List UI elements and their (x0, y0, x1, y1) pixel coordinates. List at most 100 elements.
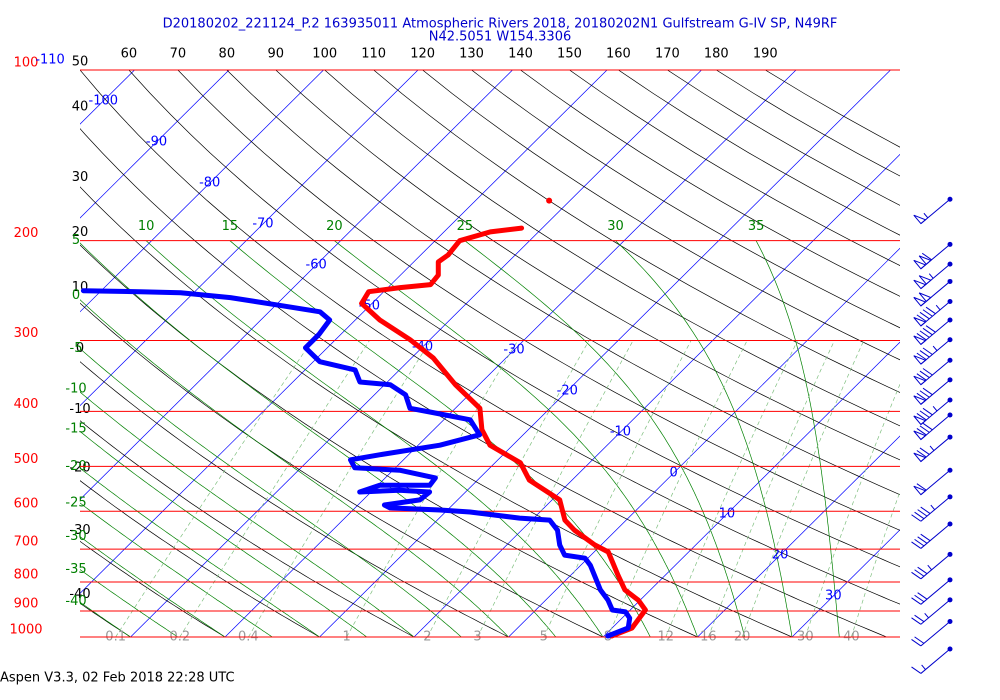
isotherm-label: -70 (252, 217, 273, 232)
barb-pennant (913, 395, 927, 406)
barb-full (922, 327, 933, 336)
wind-barb (911, 554, 951, 580)
barb-full (916, 483, 927, 491)
barb-station (947, 196, 953, 202)
barb-full (916, 314, 927, 322)
barb-station (947, 298, 953, 304)
moist-adiabat-label: -30 (65, 529, 86, 544)
isotherm-label: -30 (503, 343, 524, 358)
dry-adiabat (471, 70, 900, 329)
barb-full (925, 306, 936, 315)
barb-station (947, 521, 953, 527)
dry-adiabat-label: 90 (268, 47, 285, 62)
dry-adiabat-label: 170 (655, 47, 680, 62)
dry-adiabat (80, 302, 604, 637)
moist-adiabat (755, 240, 840, 637)
wind-barb (913, 399, 951, 426)
isotherm (224, 70, 797, 637)
moist-adiabat-label: 0 (72, 288, 80, 303)
mixing-ratio-line (115, 340, 313, 637)
barb-half (930, 504, 936, 511)
y-tick-label: 1000 (9, 623, 42, 638)
barb-pennant (913, 296, 927, 307)
moist-adiabat (80, 467, 320, 637)
dry-adiabat (226, 70, 900, 496)
moist-adiabat-label: 20 (326, 219, 343, 234)
barb-full (922, 309, 933, 317)
dry-adiabat-label: 130 (459, 47, 484, 62)
mixing-ratio-line (543, 340, 692, 637)
barb-full (922, 422, 933, 431)
dry-adiabat-label: 140 (508, 47, 533, 62)
barb-full (919, 390, 930, 398)
dry-adiabat (80, 602, 131, 637)
y-tick-label: 200 (14, 226, 39, 241)
profile-line (80, 288, 633, 639)
barb-staff (920, 496, 951, 522)
isotherm-label: -20 (557, 384, 578, 399)
moist-adiabat-label: 30 (607, 219, 624, 234)
barb-pennant (913, 335, 927, 346)
barb-half (929, 445, 935, 451)
wind-barb (911, 621, 951, 647)
dry-adiabat (80, 540, 226, 637)
isotherm-label: 10 (719, 507, 736, 522)
barb-full (919, 447, 930, 455)
dry-adiabat-label: -20 (69, 460, 90, 475)
dry-adiabat-label: 30 (72, 170, 89, 185)
barb-station (947, 551, 953, 557)
barb-staff (920, 648, 951, 674)
dry-adiabat-label: 70 (170, 47, 187, 62)
barb-full (914, 569, 925, 577)
barb-station (947, 357, 953, 363)
barb-pennant (913, 375, 927, 386)
barb-pennant (913, 485, 927, 496)
barb-station (947, 467, 953, 473)
dry-adiabat-label: 190 (753, 47, 778, 62)
dry-adiabat-label: 180 (704, 47, 729, 62)
barb-pennant (913, 355, 927, 365)
wind-barb (913, 263, 951, 290)
barb-half (928, 273, 934, 279)
barb-pennant (913, 415, 927, 426)
dry-adiabat-label: 120 (410, 47, 435, 62)
barb-full (916, 352, 927, 361)
barb-station (947, 397, 953, 403)
dry-adiabat-label: -10 (69, 402, 90, 417)
barb-full (914, 636, 925, 644)
barb-full (911, 639, 922, 647)
dry-adiabat (80, 128, 887, 637)
moist-adiabat-label: 35 (748, 219, 765, 234)
wind-barb (913, 359, 951, 386)
isotherm (319, 70, 892, 637)
isotherm-label: -90 (146, 135, 167, 150)
barb-pennant (913, 214, 927, 225)
barb-pennant (913, 259, 927, 270)
moist-adiabat-label: -5 (70, 341, 83, 356)
barb-station (947, 434, 953, 440)
barb-station (947, 597, 953, 603)
barb-full (914, 538, 925, 547)
mixing-ratio-line (708, 340, 835, 637)
barb-staff (920, 523, 951, 549)
barb-station (947, 377, 953, 383)
barb-full (919, 370, 930, 379)
barb-full (922, 407, 933, 416)
dry-adiabat-label: 0 (76, 341, 84, 356)
barb-full (919, 350, 930, 358)
barb-full (919, 425, 930, 433)
dry-adiabat (80, 70, 900, 605)
wind-barb (911, 523, 951, 549)
barb-full (914, 614, 925, 623)
barb-full (922, 347, 933, 355)
dry-adiabat-label: 40 (72, 99, 89, 114)
wind-barb (911, 648, 951, 674)
y-tick-label: 400 (14, 397, 39, 412)
barb-full (916, 450, 927, 458)
barb-station (947, 412, 953, 418)
wind-barb (913, 469, 951, 496)
moist-adiabat-label: -25 (65, 495, 86, 510)
isotherm (508, 247, 900, 637)
y-tick-label: 300 (14, 326, 39, 341)
barb-full (917, 509, 928, 517)
